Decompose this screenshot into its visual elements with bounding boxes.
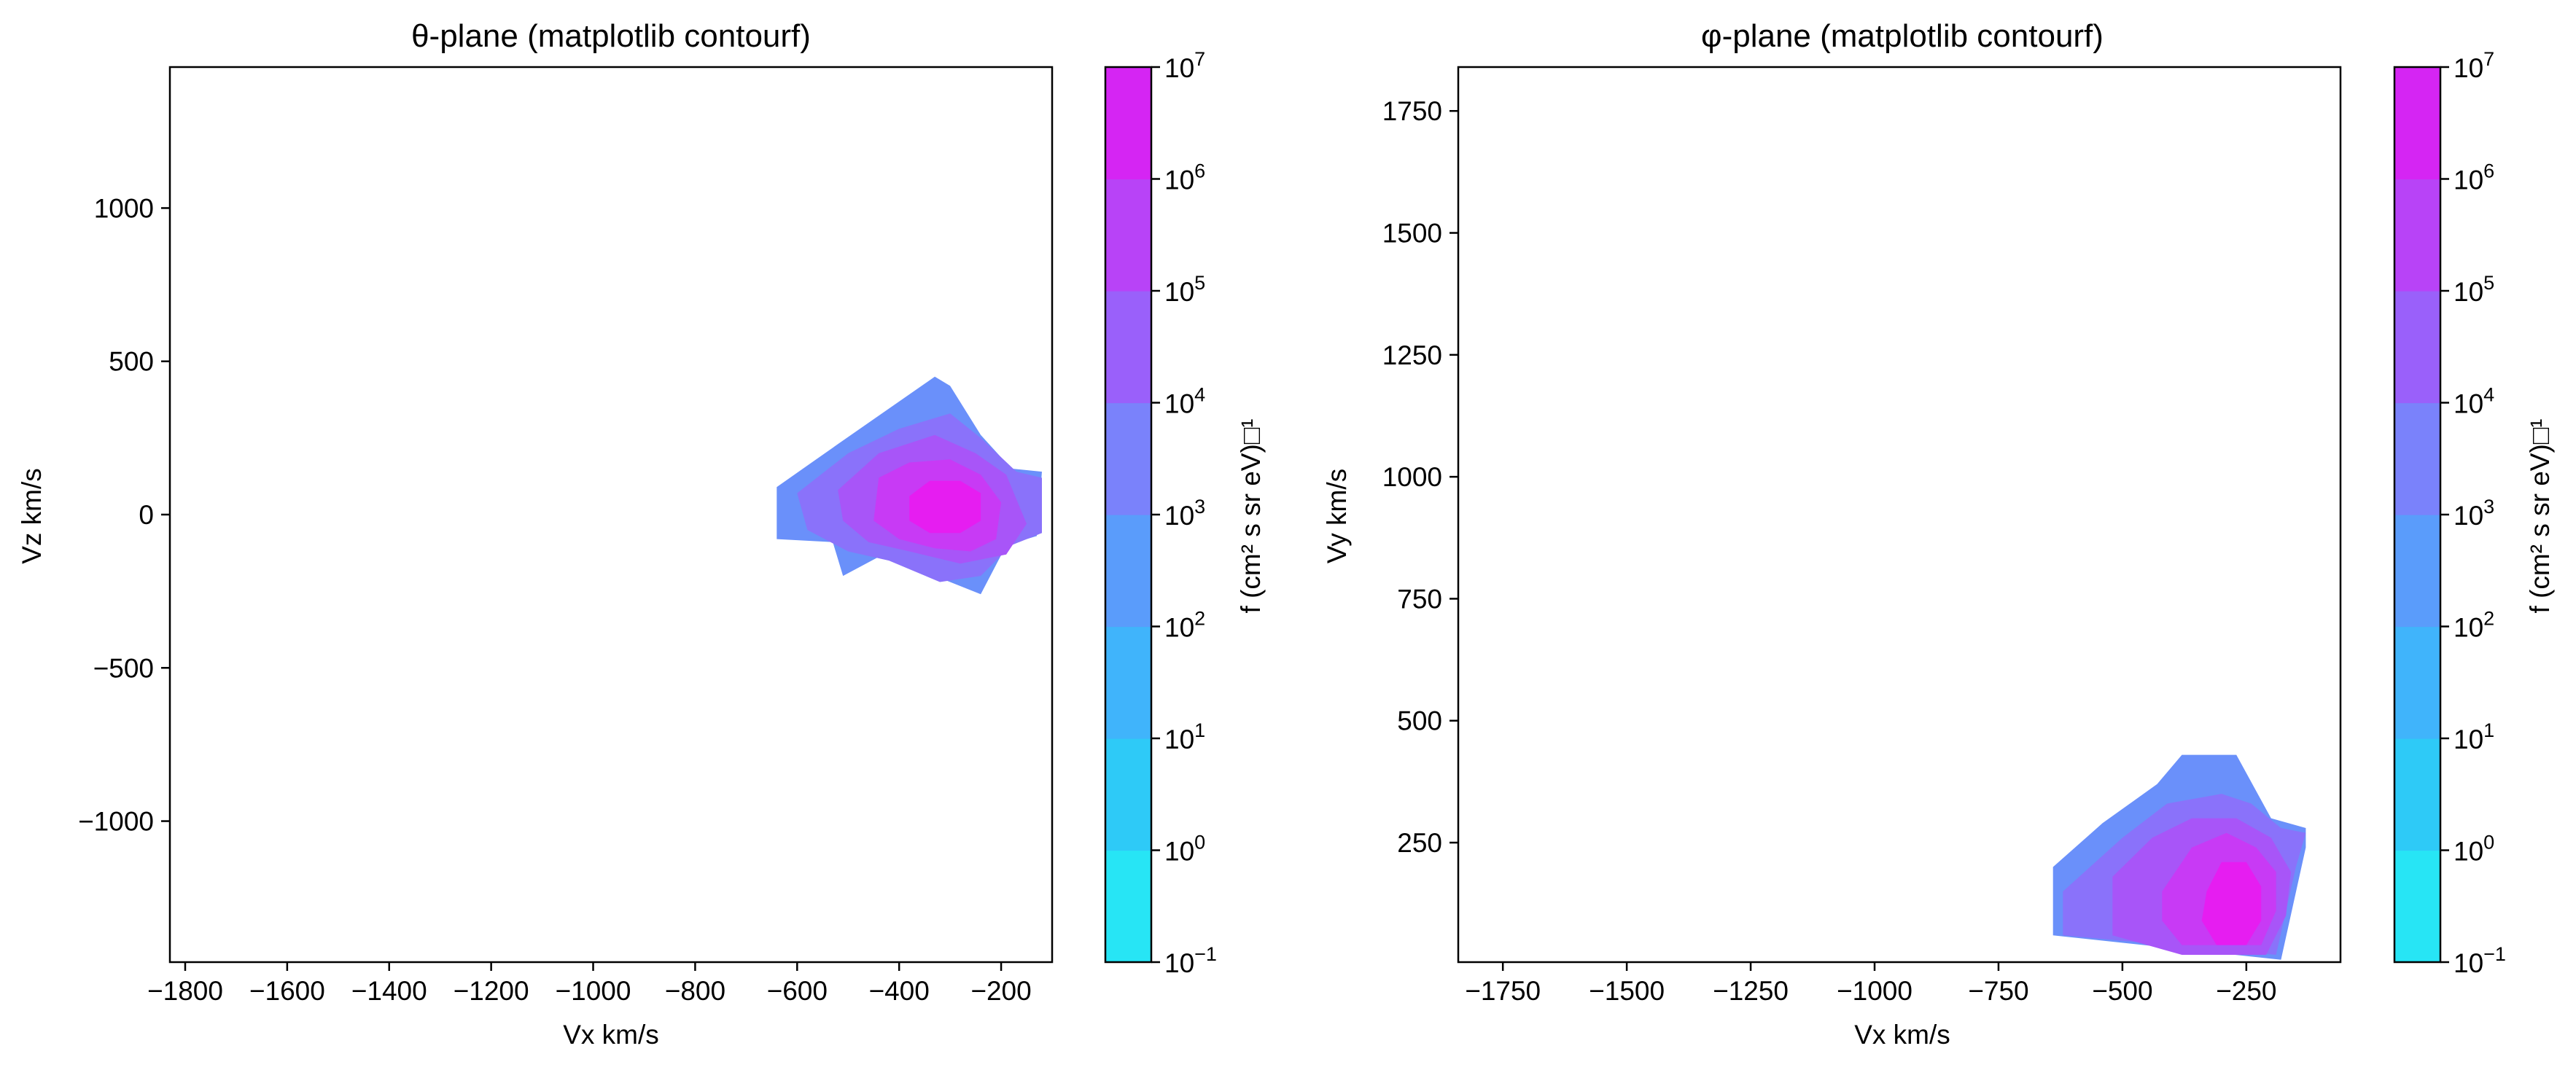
- phi-colorbar-band: [2394, 179, 2440, 292]
- phi-plane-ylabel: Vy km/s: [1322, 469, 1352, 563]
- phi-colorbar-tick-label: 100: [2454, 832, 2494, 867]
- phi-colorbar-band: [2394, 515, 2440, 628]
- theta-xtick-label: −200: [970, 976, 1031, 1006]
- phi-plane-xlabel: Vx km/s: [1854, 1020, 1950, 1050]
- phi-contour-regions: [2052, 754, 2306, 960]
- theta-colorbar-label: f (cm² s sr eV)□¹: [1236, 419, 1266, 614]
- phi-xtick-label: −1250: [1713, 976, 1789, 1006]
- phi-xtick-label: −750: [1968, 976, 2028, 1006]
- phi-xtick-label: −1500: [1589, 976, 1665, 1006]
- phi-colorbar-band: [2394, 738, 2440, 851]
- theta-contour-regions: [777, 376, 1042, 595]
- phi-colorbar-tick-label: 104: [2454, 384, 2494, 419]
- theta-ytick-label: 500: [109, 347, 154, 377]
- phi-ytick-label: 1750: [1382, 96, 1442, 126]
- theta-xtick-label: −1200: [454, 976, 529, 1006]
- theta-ytick-label: −1000: [78, 807, 154, 837]
- theta-colorbar-tick-label: 102: [1164, 608, 1205, 643]
- theta-colorbar-band: [1105, 291, 1151, 404]
- theta-xtick-label: −1800: [147, 976, 223, 1006]
- phi-plane-panel: φ-plane (matplotlib contourf) Vx km/s Vy…: [1322, 18, 2555, 1050]
- phi-colorbar-tick-label: 103: [2454, 496, 2494, 531]
- theta-plane-xlabel: Vx km/s: [563, 1020, 659, 1050]
- theta-xtick-label: −800: [665, 976, 725, 1006]
- phi-xtick-label: −500: [2092, 976, 2152, 1006]
- phi-colorbar-tick-label: 107: [2454, 48, 2494, 83]
- theta-xtick-label: −600: [767, 976, 828, 1006]
- theta-xtick-label: −1600: [249, 976, 325, 1006]
- phi-colorbar-tick-label: 105: [2454, 272, 2494, 307]
- phi-colorbar-band: [2394, 402, 2440, 515]
- phi-ytick-label: 250: [1397, 828, 1442, 858]
- theta-colorbar-band: [1105, 515, 1151, 628]
- theta-colorbar-band: [1105, 67, 1151, 180]
- phi-xtick-label: −250: [2216, 976, 2276, 1006]
- theta-plane-panel: θ-plane (matplotlib contourf) Vx km/s Vz…: [17, 18, 1266, 1050]
- theta-colorbar-band: [1105, 626, 1151, 739]
- phi-colorbar-tick-label: 10−1: [2454, 943, 2506, 978]
- phi-colorbar-band: [2394, 291, 2440, 404]
- phi-plot-frame: [1457, 66, 2342, 964]
- phi-colorbar-label: f (cm² s sr eV)□¹: [2525, 419, 2555, 614]
- theta-colorbar-band: [1105, 738, 1151, 851]
- theta-colorbar-band: [1105, 179, 1151, 292]
- theta-xtick-label: −1400: [351, 976, 427, 1006]
- theta-colorbar-tick-label: 104: [1164, 384, 1205, 419]
- phi-xtick-label: −1750: [1465, 976, 1541, 1006]
- theta-ytick-label: −500: [93, 653, 154, 683]
- theta-colorbar-tick-label: 10−1: [1164, 943, 1217, 978]
- theta-contour-level-6: [909, 480, 981, 534]
- phi-colorbar-tick-label: 102: [2454, 608, 2494, 643]
- theta-colorbar-tick-label: 107: [1164, 48, 1205, 83]
- theta-plane-ylabel: Vz km/s: [17, 468, 47, 564]
- phi-plane-title: φ-plane (matplotlib contourf): [1701, 18, 2104, 54]
- theta-ytick-label: 1000: [94, 193, 154, 223]
- theta-colorbar-tick-label: 103: [1164, 496, 1205, 531]
- phi-colorbar-band: [2394, 626, 2440, 739]
- phi-ytick-label: 1000: [1382, 462, 1442, 492]
- theta-colorbar-tick-label: 101: [1164, 719, 1205, 754]
- phi-xtick-label: −1000: [1837, 976, 1912, 1006]
- theta-xtick-label: −400: [869, 976, 930, 1006]
- theta-colorbar-tick-label: 105: [1164, 272, 1205, 307]
- phi-colorbar-band: [2394, 850, 2440, 963]
- theta-colorbar-band: [1105, 402, 1151, 515]
- theta-colorbar-band: [1105, 850, 1151, 963]
- phi-ytick-label: 750: [1397, 584, 1442, 614]
- phi-ytick-label: 1250: [1382, 340, 1442, 370]
- phi-colorbar-band: [2394, 67, 2440, 180]
- phi-ytick-label: 500: [1397, 706, 1442, 736]
- theta-colorbar-tick-label: 106: [1164, 160, 1205, 195]
- phi-colorbar-tick-label: 106: [2454, 160, 2494, 195]
- theta-colorbar-tick-label: 100: [1164, 832, 1205, 867]
- theta-xtick-label: −1000: [556, 976, 631, 1006]
- theta-ytick-label: 0: [139, 500, 154, 530]
- phi-colorbar-tick-label: 101: [2454, 719, 2494, 754]
- theta-plane-title: θ-plane (matplotlib contourf): [411, 18, 811, 54]
- phi-ytick-label: 1500: [1382, 219, 1442, 249]
- phi-contour-level-6: [2201, 862, 2262, 945]
